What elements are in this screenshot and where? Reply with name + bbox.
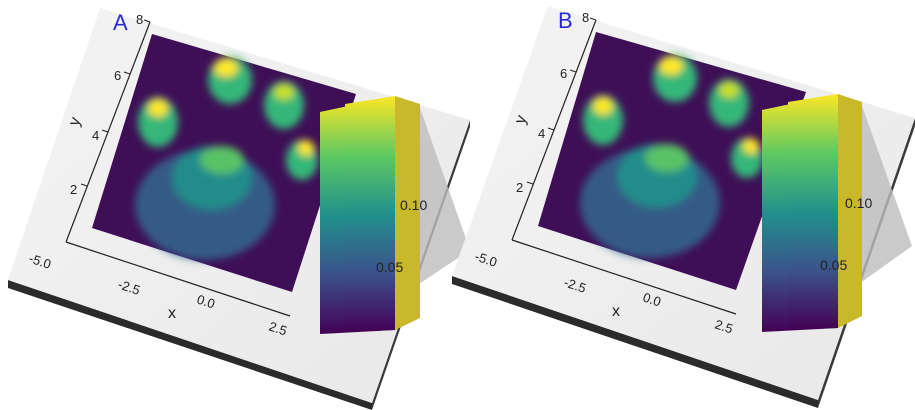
colorbar-front [345, 96, 395, 332]
x-axis-label: x [168, 305, 176, 322]
colorbar-side [838, 94, 862, 328]
panel-letter: B [558, 8, 573, 33]
y-tick-label: 6 [114, 68, 121, 83]
y-tick-label: 2 [70, 182, 77, 197]
x-tick-label: 0.0 [641, 290, 663, 310]
y-tick-label: 8 [582, 10, 589, 25]
colorbar-tick-label: 0.10 [400, 197, 427, 213]
y-tick-label: 4 [92, 128, 99, 143]
x-axis-label: x [612, 303, 620, 320]
panel-letter: A [113, 10, 128, 35]
y-tick-mark [589, 17, 597, 21]
x-tick-label: -5.0 [27, 251, 53, 272]
y-tick-mark [547, 127, 555, 131]
colorbar-side [395, 96, 420, 330]
y-tick-label: 2 [516, 180, 523, 195]
panel-a: A 8 6 4 2 y -5.0 -2.5 0.0 2.5 x 0.10 0.0… [8, 8, 470, 410]
x-tick-label: 2.5 [713, 317, 735, 337]
y-tick-mark [143, 19, 151, 23]
y-tick-mark [123, 71, 131, 75]
panel-b: B 8 6 4 2 y -5.0 -2.5 0.0 2.5 x 0.10 0.0… [452, 6, 915, 408]
x-tick-label: -2.5 [116, 277, 142, 298]
colorbar-tick-label: 0.05 [376, 259, 403, 275]
y-tick-mark [569, 69, 577, 73]
x-axis-line [511, 239, 737, 315]
y-tick-label: 6 [560, 66, 567, 81]
x-tick-label: -5.0 [473, 249, 499, 270]
x-tick-label: 2.5 [267, 319, 289, 339]
colorbar-front [788, 94, 838, 330]
y-tick-mark [80, 183, 88, 187]
base-slab-side [8, 280, 372, 410]
colorbar-tick-label: 0.05 [820, 257, 847, 273]
surface-heat [580, 54, 763, 258]
y-tick-mark [526, 181, 534, 185]
surface-heat [135, 56, 318, 260]
base-slab-side [452, 276, 818, 408]
x-tick-label: -2.5 [562, 275, 588, 296]
y-tick-label: 8 [136, 12, 143, 27]
y-tick-label: 4 [538, 126, 545, 141]
colorbar-tick-label: 0.10 [845, 195, 872, 211]
x-axis-line [65, 241, 291, 317]
x-tick-label: 0.0 [195, 292, 217, 312]
y-tick-mark [101, 129, 109, 133]
